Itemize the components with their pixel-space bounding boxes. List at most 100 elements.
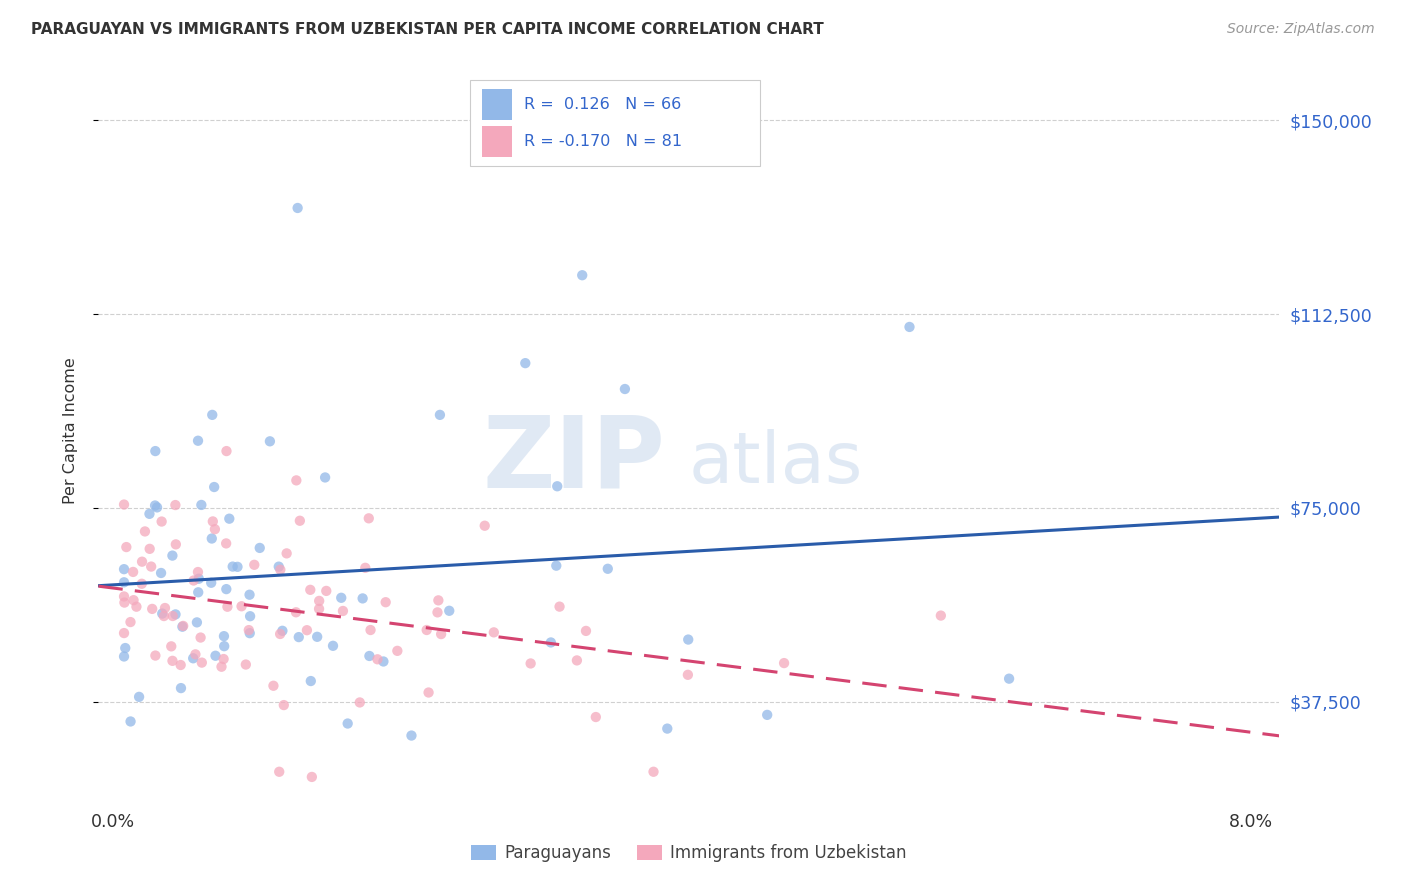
- Point: [288, 514, 311, 528]
- Point: [131, 576, 153, 591]
- Point: [565, 653, 588, 667]
- Point: [184, 648, 207, 662]
- Point: [596, 562, 619, 576]
- Point: [359, 648, 381, 663]
- Point: [273, 698, 295, 712]
- Point: [349, 695, 371, 709]
- Point: [430, 627, 453, 641]
- Point: [141, 602, 163, 616]
- Point: [226, 559, 249, 574]
- Point: [315, 583, 337, 598]
- Point: [187, 434, 209, 448]
- Text: atlas: atlas: [689, 429, 863, 499]
- Point: [259, 434, 281, 449]
- Point: [287, 201, 309, 215]
- Point: [141, 559, 163, 574]
- Point: [401, 729, 423, 743]
- Point: [336, 716, 359, 731]
- Point: [546, 479, 568, 493]
- Point: [201, 532, 224, 546]
- Point: [172, 620, 194, 634]
- Point: [122, 565, 145, 579]
- Point: [169, 658, 191, 673]
- Point: [112, 626, 135, 640]
- Point: [299, 674, 322, 689]
- Point: [374, 595, 396, 609]
- FancyBboxPatch shape: [482, 88, 512, 120]
- Point: [212, 652, 235, 666]
- Point: [929, 608, 952, 623]
- Point: [322, 639, 344, 653]
- Point: [548, 599, 571, 614]
- Point: [120, 615, 142, 629]
- Point: [115, 540, 138, 554]
- Point: [153, 609, 176, 624]
- Point: [187, 585, 209, 599]
- Point: [146, 500, 169, 515]
- Point: [201, 408, 224, 422]
- Point: [153, 601, 176, 615]
- Point: [299, 582, 322, 597]
- Point: [170, 681, 193, 695]
- Text: R = -0.170   N = 81: R = -0.170 N = 81: [523, 134, 682, 149]
- Point: [114, 641, 136, 656]
- Point: [269, 764, 291, 779]
- Point: [357, 511, 380, 525]
- Point: [515, 356, 537, 370]
- Point: [354, 561, 377, 575]
- Point: [191, 656, 214, 670]
- Point: [540, 635, 562, 649]
- Point: [143, 444, 166, 458]
- Point: [898, 320, 921, 334]
- Point: [202, 480, 225, 494]
- Point: [998, 672, 1021, 686]
- Point: [150, 607, 173, 621]
- Point: [271, 624, 294, 638]
- Point: [249, 541, 271, 555]
- Point: [211, 659, 233, 673]
- Point: [308, 602, 330, 616]
- Point: [231, 599, 253, 614]
- Point: [482, 625, 505, 640]
- Point: [138, 541, 160, 556]
- Point: [239, 626, 262, 640]
- Point: [162, 549, 184, 563]
- Point: [217, 599, 239, 614]
- Point: [418, 685, 440, 699]
- Point: [165, 498, 187, 512]
- FancyBboxPatch shape: [482, 126, 512, 157]
- Point: [172, 619, 194, 633]
- Point: [773, 656, 796, 670]
- Point: [657, 722, 679, 736]
- Point: [221, 559, 243, 574]
- Point: [267, 559, 290, 574]
- Point: [546, 558, 568, 573]
- FancyBboxPatch shape: [471, 80, 759, 166]
- Point: [235, 657, 257, 672]
- Text: ZIP: ZIP: [482, 412, 665, 508]
- Text: PARAGUAYAN VS IMMIGRANTS FROM UZBEKISTAN PER CAPITA INCOME CORRELATION CHART: PARAGUAYAN VS IMMIGRANTS FROM UZBEKISTAN…: [31, 22, 824, 37]
- Point: [427, 593, 450, 607]
- Point: [112, 575, 135, 590]
- Point: [134, 524, 156, 539]
- Point: [643, 764, 665, 779]
- Point: [415, 623, 437, 637]
- Text: Source: ZipAtlas.com: Source: ZipAtlas.com: [1227, 22, 1375, 37]
- Point: [373, 655, 395, 669]
- Point: [474, 518, 496, 533]
- Point: [262, 679, 284, 693]
- Point: [212, 639, 235, 653]
- Point: [330, 591, 353, 605]
- Point: [676, 632, 699, 647]
- Point: [120, 714, 142, 729]
- Text: R =  0.126   N = 66: R = 0.126 N = 66: [523, 96, 681, 112]
- Point: [190, 498, 212, 512]
- Legend: Paraguayans, Immigrants from Uzbekistan: Paraguayans, Immigrants from Uzbekistan: [465, 838, 912, 869]
- Point: [585, 710, 607, 724]
- Point: [571, 268, 593, 283]
- Point: [183, 574, 205, 588]
- Point: [125, 599, 148, 614]
- Point: [212, 629, 235, 643]
- Point: [160, 640, 183, 654]
- Point: [519, 657, 541, 671]
